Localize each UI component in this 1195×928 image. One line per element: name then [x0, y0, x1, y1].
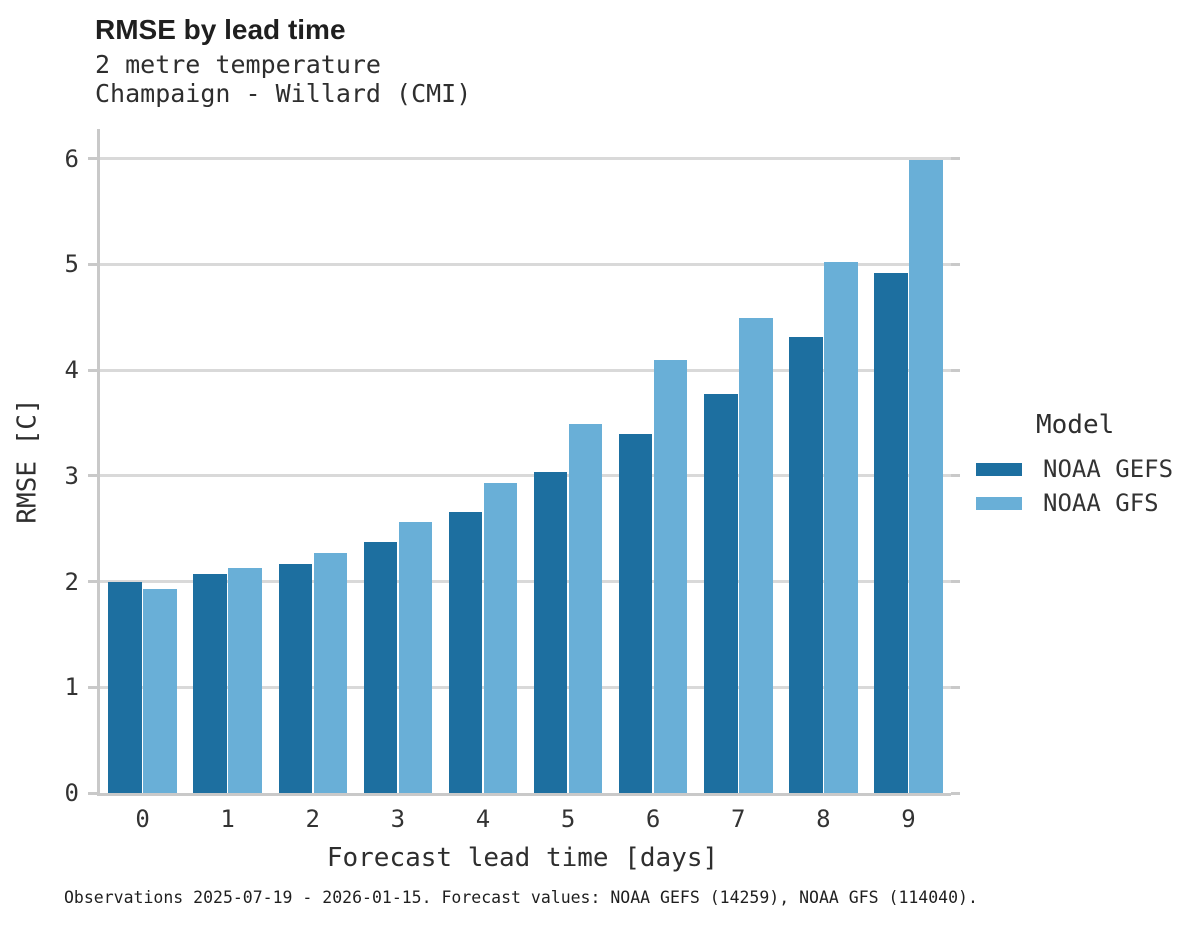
bar-noaa-gfs-lead2: [313, 553, 347, 793]
y-tick-label-6: 6: [64, 144, 79, 173]
chart-subtitle: 2 metre temperature Champaign - Willard …: [95, 50, 471, 108]
y-tick-label-1: 1: [64, 673, 79, 702]
gridline-y2: [100, 580, 951, 584]
y-tick-label-5: 5: [64, 250, 79, 279]
legend-swatch-noaa-gefs: [976, 462, 1022, 476]
y-tick-right-2: [951, 580, 960, 584]
gridline-y4: [100, 368, 951, 372]
y-tick-left-5: [88, 262, 97, 266]
bar-noaa-gfs-lead8: [824, 262, 858, 793]
gridline-y6: [100, 157, 951, 161]
legend-label: NOAA GFS: [1043, 489, 1159, 517]
plot-area: 0 1 2 3 4 5 6 0 1 2 3 4 5 6 7 8 9: [65, 129, 960, 833]
y-tick-left-2: [88, 580, 97, 584]
bar-noaa-gefs-lead6: [618, 433, 653, 793]
y-tick-right-4: [951, 368, 960, 372]
bar-noaa-gefs-lead1: [193, 574, 227, 793]
bar-noaa-gefs-lead8: [789, 337, 823, 793]
legend-entry-noaa-gefs: NOAA GEFS: [976, 452, 1191, 486]
bar-noaa-gfs-lead9: [909, 159, 943, 793]
bar-noaa-gfs-lead5: [568, 424, 603, 793]
legend-title: Model: [1036, 410, 1115, 440]
bar-noaa-gefs-lead4: [448, 511, 483, 793]
legend-entry-noaa-gfs: NOAA GFS: [976, 486, 1191, 520]
x-tick-label-1: 1: [220, 805, 235, 833]
bar-noaa-gfs-lead3: [398, 522, 433, 793]
y-tick-right-6: [951, 157, 960, 161]
x-tick-label-5: 5: [560, 805, 576, 833]
y-tick-right-5: [951, 262, 960, 266]
y-tick-left-3: [88, 474, 97, 478]
chart-title: RMSE by lead time: [95, 14, 346, 45]
gridline-y5: [100, 262, 951, 266]
x-tick-label-2: 2: [305, 805, 320, 833]
subtitle-station: Champaign - Willard (CMI): [95, 79, 472, 108]
y-tick-left-4: [88, 368, 97, 372]
x-tick-label-6: 6: [645, 805, 661, 833]
bar-noaa-gefs-lead0: [108, 581, 142, 793]
x-tick-label-8: 8: [816, 805, 831, 833]
y-tick-label-4: 4: [64, 356, 79, 385]
x-tick-label-4: 4: [475, 805, 491, 833]
x-tick-label-0: 0: [135, 805, 150, 833]
bar-noaa-gefs-lead5: [533, 471, 568, 793]
bar-noaa-gfs-lead6: [653, 359, 688, 793]
y-tick-label-0: 0: [64, 779, 79, 807]
gridline-y3: [100, 474, 951, 478]
y-tick-left-1: [88, 685, 97, 689]
y-tick-left-6: [88, 157, 97, 161]
bar-noaa-gefs-lead9: [874, 272, 908, 793]
x-tick-label-3: 3: [390, 805, 406, 833]
legend: Model NOAA GEFS NOAA GFS: [976, 410, 1191, 520]
x-axis-title: Forecast lead time [days]: [326, 843, 719, 873]
x-tick-label-7: 7: [731, 805, 746, 833]
x-tick-label-9: 9: [901, 805, 916, 833]
gridline-y1: [100, 685, 951, 689]
bar-noaa-gefs-lead7: [704, 394, 738, 793]
legend-entries: NOAA GEFS NOAA GFS: [976, 452, 1191, 520]
caption: Observations 2025-07-19 - 2026-01-15. Fo…: [64, 888, 978, 907]
y-tick-left-0: [88, 791, 97, 795]
bar-noaa-gfs-lead1: [228, 567, 262, 793]
y-tick-label-2: 2: [64, 567, 79, 596]
bar-noaa-gefs-lead3: [363, 542, 398, 793]
legend-label: NOAA GEFS: [1043, 455, 1174, 483]
bar-noaa-gfs-lead4: [483, 483, 518, 793]
y-tick-label-3: 3: [64, 461, 79, 490]
bar-noaa-gfs-lead7: [739, 318, 773, 793]
y-tick-right-3: [951, 474, 960, 478]
legend-swatch-noaa-gfs: [976, 496, 1022, 510]
bar-noaa-gfs-lead0: [143, 588, 177, 793]
subtitle-variable: 2 metre temperature: [95, 50, 381, 79]
y-tick-right-1: [951, 685, 960, 689]
bar-noaa-gefs-lead2: [278, 563, 312, 793]
y-tick-right-0: [951, 791, 960, 795]
